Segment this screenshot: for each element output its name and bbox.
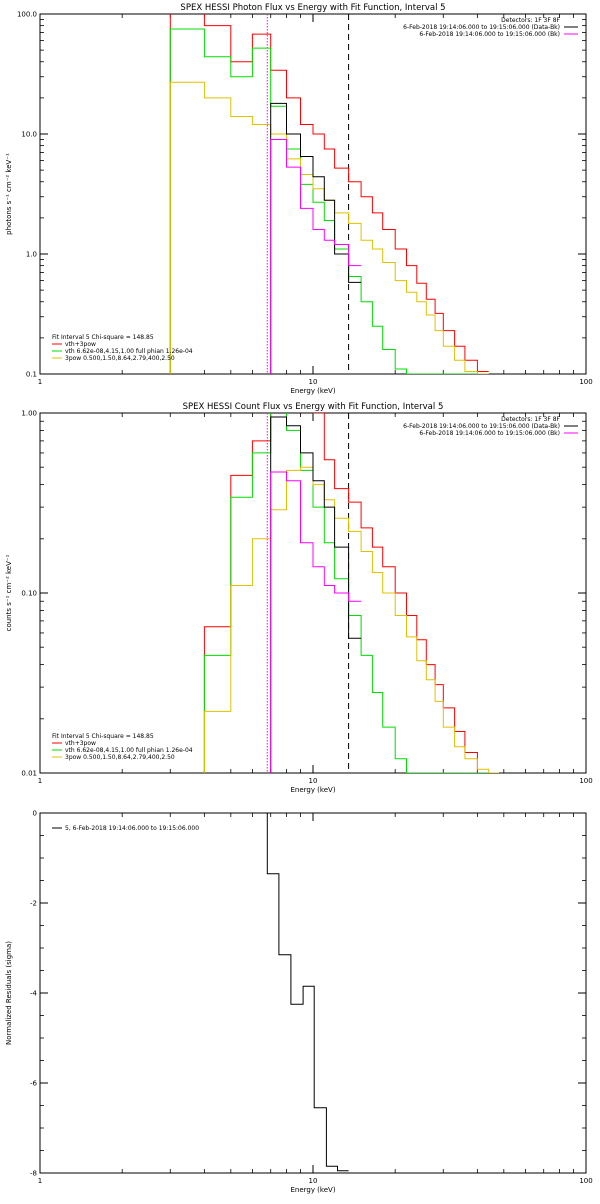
series-3pow bbox=[169, 81, 489, 374]
y-tick-label: 0.10 bbox=[21, 590, 37, 598]
x-tick-label: 10 bbox=[309, 378, 318, 386]
y-tick-label: -2 bbox=[30, 900, 37, 908]
y-tick-label: 10.0 bbox=[21, 131, 37, 139]
panel-2: SPEX HESSI Count Flux vs Energy with Fit… bbox=[5, 402, 593, 794]
x-tick-label: 100 bbox=[579, 378, 592, 386]
x-tick-label: 10 bbox=[309, 777, 318, 785]
header-text: 6-Feb-2018 19:14:06.000 to 19:15:06.000 … bbox=[419, 430, 560, 437]
series-5- bbox=[266, 813, 349, 1172]
legend-entry: vth+3pow bbox=[65, 341, 96, 348]
fit-info-text: Fit Interval 5 Chi-square = 148.85 bbox=[52, 733, 154, 740]
x-axis-label: Energy (keV) bbox=[290, 1186, 335, 1194]
y-tick-label: -6 bbox=[30, 1080, 38, 1088]
plot-area bbox=[266, 813, 349, 1172]
panel-3: 1 10 100 -8 -6 -4 -2 0 Energy (keV) Normalized Re… bbox=[5, 810, 593, 1195]
legend-entry: vth 6.62e-08,4.15,1.00 full phian 1.26e-… bbox=[65, 348, 193, 355]
header-text: Detectors: 1F 3F 8F bbox=[501, 416, 560, 423]
legend-entry: 5, 6-Feb-2018 19:14:06.000 to 19:15:06.0… bbox=[65, 825, 199, 832]
chart-title: SPEX HESSI Photon Flux vs Energy with Fi… bbox=[180, 3, 445, 13]
y-axis-label: counts s⁻¹ cm⁻² keV⁻¹ bbox=[5, 554, 13, 631]
y-tick-label: 1.0 bbox=[26, 251, 37, 259]
chart-title: SPEX HESSI Count Flux vs Energy with Fit… bbox=[183, 402, 444, 412]
header-text: 6-Feb-2018 19:14:06.000 to 19:15:06.000 … bbox=[419, 31, 560, 38]
series-bk bbox=[270, 471, 362, 773]
y-tick-label: 1.00 bbox=[21, 410, 37, 418]
plot-area bbox=[169, 14, 489, 374]
series-vth bbox=[169, 28, 489, 374]
fit-info-text: Fit Interval 5 Chi-square = 148.85 bbox=[52, 334, 154, 341]
panel-1: SPEX HESSI Photon Flux vs Energy with Fi… bbox=[5, 3, 593, 395]
plot-frame bbox=[39, 812, 587, 1174]
y-tick-label: 100.0 bbox=[17, 11, 37, 19]
x-tick-label: 1 bbox=[38, 378, 42, 386]
legend-entry: vth+3pow bbox=[65, 740, 96, 747]
series-3pow bbox=[203, 466, 499, 773]
x-axis-label: Energy (keV) bbox=[290, 387, 335, 395]
series-bk bbox=[270, 139, 362, 374]
series-data-bk bbox=[270, 102, 362, 374]
series-vth-3pow bbox=[203, 413, 499, 773]
legend-entry: vth 6.62e-08,4.15,1.00 full phian 1.26e-… bbox=[65, 747, 193, 754]
y-tick-label: -8 bbox=[30, 1170, 37, 1178]
y-axis-label: Normalized Residuals (sigma) bbox=[5, 941, 13, 1045]
legend-entry: 3pow 0.500,1.50,8.64,2.79,400,2.50 bbox=[65, 355, 175, 362]
legend-entry: 3pow 0.500,1.50,8.64,2.79,400,2.50 bbox=[65, 754, 175, 761]
plot-area bbox=[203, 413, 499, 773]
y-tick-label: 0.01 bbox=[21, 770, 37, 778]
header-text: 6-Feb-2018 19:14:06.000 to 19:15:06.000 … bbox=[403, 24, 560, 31]
x-tick-label: 100 bbox=[579, 1177, 592, 1185]
series-vth-3pow bbox=[169, 14, 489, 374]
y-tick-label: -4 bbox=[30, 990, 38, 998]
x-tick-label: 1 bbox=[38, 777, 42, 785]
x-tick-label: 10 bbox=[309, 1177, 318, 1185]
y-tick-label: 0.1 bbox=[26, 371, 37, 379]
y-axis-label: photons s⁻¹ cm⁻² keV⁻¹ bbox=[5, 153, 13, 235]
series-data-bk bbox=[270, 416, 362, 773]
header-text: 6-Feb-2018 19:14:06.000 to 19:15:06.000 … bbox=[403, 423, 560, 430]
x-axis-label: Energy (keV) bbox=[290, 786, 335, 794]
y-tick-label: 0 bbox=[33, 810, 37, 818]
header-text: Detectors: 1F 3F 8F bbox=[501, 17, 560, 24]
x-tick-label: 100 bbox=[579, 777, 592, 785]
x-tick-label: 1 bbox=[38, 1177, 42, 1185]
